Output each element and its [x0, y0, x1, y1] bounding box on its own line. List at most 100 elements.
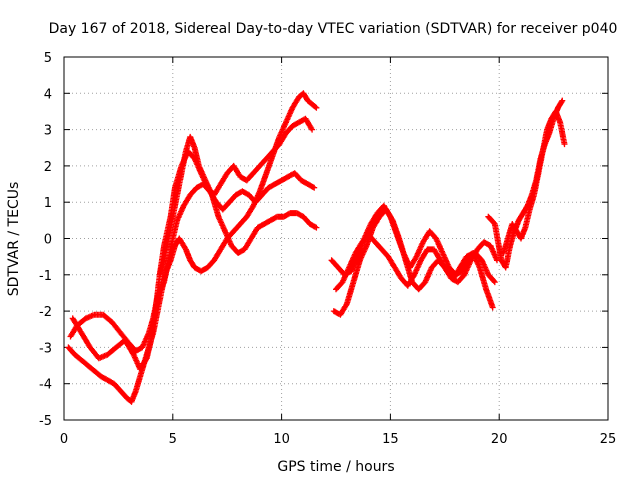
data-point: [411, 258, 424, 278]
data-point: [259, 185, 271, 198]
data-series: [328, 202, 498, 286]
data-point: [306, 221, 319, 230]
data-point: [289, 120, 301, 129]
data-point: [132, 367, 145, 394]
data-point: [161, 237, 172, 264]
data-point: [252, 193, 265, 206]
data-point: [298, 177, 310, 187]
data-point: [80, 358, 95, 372]
data-point: [111, 380, 123, 393]
data-point: [178, 149, 189, 177]
data-point: [426, 228, 439, 241]
data-point: [121, 337, 136, 357]
data-point: [291, 170, 304, 183]
data-point: [254, 221, 266, 231]
data-point: [198, 265, 210, 275]
data-point: [293, 210, 306, 219]
data-point: [269, 142, 282, 155]
data-point: [459, 258, 471, 275]
data-point: [313, 224, 320, 231]
data-point: [276, 120, 289, 140]
data-point: [404, 273, 417, 289]
data-point: [108, 319, 123, 335]
x-tick-label: 10: [273, 432, 290, 447]
data-point: [98, 373, 110, 383]
data-point: [195, 162, 208, 182]
data-point: [180, 193, 193, 209]
data-point: [235, 247, 247, 256]
data-point: [187, 185, 199, 198]
x-axis-label: GPS time / hours: [277, 459, 394, 475]
chart-title: Day 167 of 2018, Sidereal Day-to-day VTE…: [49, 21, 618, 37]
data-series: [500, 108, 568, 256]
data-point: [137, 356, 149, 373]
data-point: [222, 228, 234, 248]
data-point: [230, 162, 243, 179]
data-point: [230, 222, 243, 235]
data-point: [311, 184, 318, 191]
data-point: [309, 101, 319, 110]
data-point: [174, 171, 185, 198]
data-point: [65, 344, 77, 357]
data-point: [117, 388, 130, 401]
y-tick-label: 3: [44, 124, 52, 139]
y-tick-label: -4: [39, 378, 52, 393]
data-point: [191, 144, 202, 168]
data-point: [457, 255, 469, 271]
data-point: [176, 235, 188, 251]
data-point: [522, 208, 533, 231]
data-point: [174, 204, 186, 224]
data-point: [433, 235, 445, 255]
data-point: [300, 90, 310, 103]
data-point: [526, 193, 537, 213]
data-point: [165, 237, 176, 264]
data-point: [169, 218, 180, 242]
data-point: [378, 246, 391, 259]
data-point: [500, 237, 511, 256]
data-point: [304, 181, 316, 190]
data-point: [265, 181, 277, 191]
data-point: [337, 302, 350, 318]
y-tick-label: -3: [39, 341, 52, 356]
data-point: [531, 171, 542, 198]
data-point: [555, 98, 565, 111]
data-point: [104, 345, 119, 358]
data-point: [387, 213, 400, 237]
data-point: [143, 338, 154, 362]
data-point: [89, 366, 103, 379]
data-point: [280, 210, 292, 220]
data-point: [557, 119, 568, 146]
data-point: [296, 116, 308, 126]
x-tick-label: 5: [169, 432, 177, 447]
data-point: [454, 272, 467, 286]
data-point: [283, 106, 295, 126]
x-tick-label: 25: [600, 432, 617, 447]
data-point: [491, 221, 505, 262]
x-tick-label: 0: [60, 432, 68, 447]
data-point: [539, 128, 550, 155]
data-point: [217, 171, 230, 187]
data-point: [350, 258, 363, 286]
data-point: [380, 202, 393, 219]
y-tick-label: 1: [44, 196, 52, 211]
data-point: [209, 191, 222, 219]
data-point: [491, 279, 498, 286]
data-point: [485, 271, 497, 284]
data-point: [561, 141, 568, 148]
data-point: [470, 250, 482, 270]
data-point: [204, 258, 217, 271]
data-point: [250, 163, 262, 177]
data-point: [339, 266, 352, 286]
data-point: [407, 255, 419, 271]
y-tick-label: -5: [39, 414, 52, 429]
data-point: [328, 257, 341, 270]
data-point: [439, 250, 452, 270]
data-series: [156, 133, 320, 278]
y-tick-label: 0: [44, 233, 52, 248]
data-point: [248, 226, 260, 242]
data-point: [300, 213, 312, 226]
data-point: [278, 174, 290, 184]
data-point: [243, 204, 256, 220]
data-point: [509, 221, 519, 233]
y-tick-label: 2: [44, 160, 52, 175]
